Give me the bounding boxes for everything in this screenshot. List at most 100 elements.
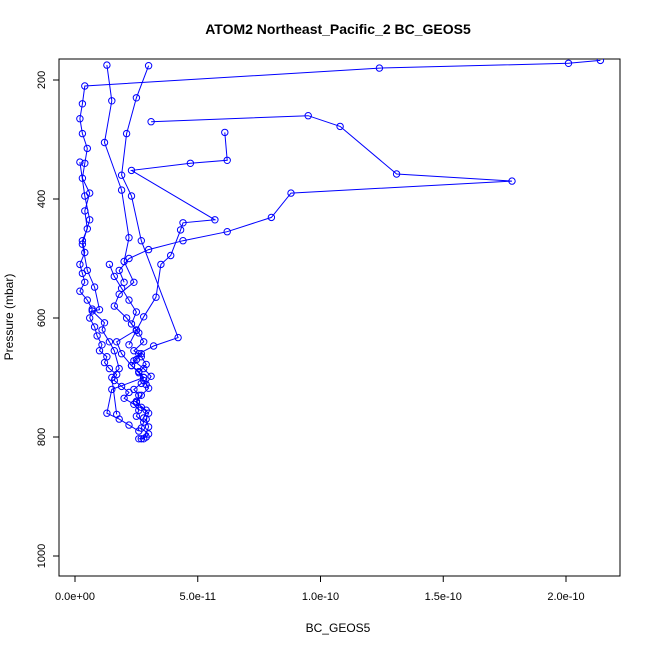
- data-point: [144, 61, 153, 70]
- y-tick-label: 1000: [36, 544, 48, 568]
- data-point: [135, 369, 143, 377]
- data-point: [135, 329, 143, 337]
- data-point: [149, 342, 158, 350]
- data-point: [167, 251, 175, 260]
- y-tick-label: 200: [36, 71, 48, 89]
- data-point: [221, 128, 229, 137]
- data-point: [88, 307, 96, 315]
- data-point: [125, 234, 133, 242]
- data-point: [127, 192, 136, 200]
- data-point: [392, 170, 401, 178]
- data-point: [125, 421, 133, 429]
- data-point: [125, 254, 133, 263]
- data-point: [223, 228, 231, 236]
- series-line: [108, 264, 150, 419]
- y-axis: 200 400 600 800 1000: [36, 71, 59, 568]
- data-point: [147, 118, 155, 126]
- data-point: [110, 272, 119, 281]
- x-tick-label: 2.0e-10: [547, 591, 584, 603]
- data-point: [113, 338, 121, 346]
- data-point: [90, 323, 99, 331]
- data-point: [117, 171, 126, 179]
- data-point: [103, 409, 111, 417]
- data-point: [147, 372, 155, 380]
- data-point: [81, 159, 89, 168]
- data-point: [81, 82, 89, 90]
- data-point: [127, 166, 136, 175]
- data-point: [105, 338, 114, 346]
- data-point: [135, 427, 143, 435]
- x-tick-label: 5.0e-11: [180, 591, 217, 603]
- data-point: [93, 332, 101, 340]
- data-point: [140, 414, 148, 422]
- data-point: [100, 358, 109, 367]
- data-point: [287, 189, 295, 197]
- data-point: [83, 225, 92, 233]
- data-point: [564, 59, 573, 67]
- data-point: [122, 314, 131, 322]
- data-point: [223, 156, 231, 165]
- data-point: [76, 158, 84, 166]
- data-point: [117, 186, 126, 194]
- data-point: [90, 283, 99, 291]
- x-tick-label: 0.0e+00: [55, 591, 95, 603]
- data-point: [78, 100, 87, 108]
- data-point: [76, 260, 84, 269]
- data-point: [113, 410, 121, 419]
- data-point: [140, 364, 148, 373]
- series-line: [118, 115, 513, 283]
- data-point: [105, 260, 114, 269]
- data-point: [81, 192, 89, 200]
- data-point: [78, 129, 87, 138]
- x-axis: 0.0e+00 5.0e-11 1.0e-10 1.5e-10 2.0e-10: [55, 575, 585, 603]
- data-point: [117, 382, 126, 391]
- data-point: [100, 138, 109, 147]
- data-point: [132, 308, 141, 316]
- data-point: [596, 59, 605, 65]
- data-point: [137, 353, 146, 361]
- data-point: [132, 94, 141, 102]
- data-point: [336, 122, 344, 131]
- data-point: [140, 313, 148, 321]
- series-line: [121, 65, 179, 385]
- data-point: [137, 237, 146, 245]
- data-point: [108, 97, 116, 105]
- data-point: [130, 347, 138, 355]
- data-point: [125, 296, 133, 304]
- data-point: [174, 333, 182, 342]
- data-point: [98, 326, 106, 334]
- data-point: [132, 398, 141, 407]
- y-tick-label: 600: [36, 309, 48, 327]
- x-axis-label: BC_GEOS5: [306, 621, 371, 635]
- data-point: [186, 159, 195, 168]
- data-point: [144, 384, 153, 392]
- data-point: [76, 115, 84, 123]
- y-tick-label: 800: [36, 428, 48, 446]
- data-point: [117, 350, 126, 358]
- data-point: [81, 278, 89, 286]
- data-point: [304, 112, 312, 120]
- data-point: [144, 245, 153, 254]
- data-point: [267, 213, 276, 222]
- x-tick-label: 1.0e-10: [302, 591, 339, 603]
- data-point: [83, 144, 92, 153]
- series-line: [128, 132, 228, 346]
- data-point: [142, 360, 150, 369]
- y-tick-label: 400: [36, 190, 48, 208]
- data-point: [100, 319, 109, 327]
- y-axis-label: Pressure (mbar): [2, 274, 16, 361]
- data-point: [105, 364, 114, 373]
- data-point: [110, 347, 119, 355]
- data-point: [108, 385, 116, 394]
- data-point: [120, 278, 128, 286]
- data-point: [122, 129, 131, 138]
- data-point: [135, 435, 143, 443]
- data-point: [130, 357, 138, 365]
- data-point: [86, 314, 94, 322]
- data-point: [86, 216, 94, 224]
- chart-title: ATOM2 Northeast_Pacific_2 BC_GEOS5: [205, 21, 471, 37]
- data-point: [157, 260, 165, 269]
- data-point: [137, 391, 146, 399]
- data-point: [115, 266, 123, 275]
- data-point: [103, 61, 111, 69]
